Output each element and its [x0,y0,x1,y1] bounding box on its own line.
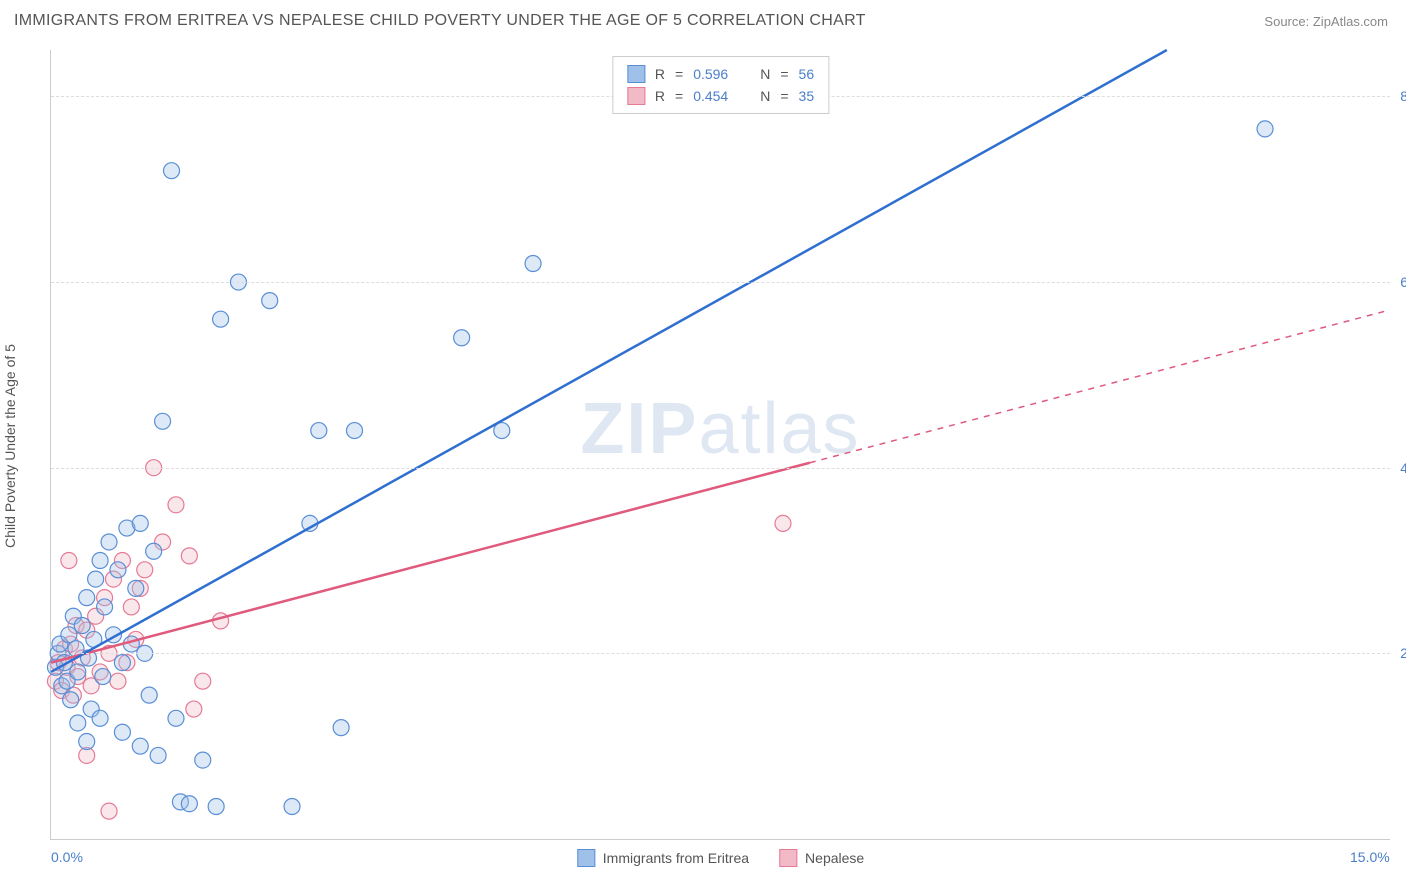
r-value-b: 0.454 [693,88,728,104]
eq2: = [780,66,788,82]
legend-label-a: Immigrants from Eritrea [603,850,749,866]
eq: = [675,66,683,82]
legend-swatch-a [627,65,645,83]
y-tick-label: 80.0% [1392,88,1406,104]
eq2-b: = [780,88,788,104]
legend-correlation: R = 0.596 N = 56 R = 0.454 N = 35 [612,56,829,114]
n-label-b: N [760,88,770,104]
gridline [51,653,1390,654]
gridline [51,282,1390,283]
legend-item-b: Nepalese [779,849,864,867]
n-value-a: 56 [799,66,815,82]
legend-row-b: R = 0.454 N = 35 [627,85,814,107]
legend-swatch-bottom-b [779,849,797,867]
legend-row-a: R = 0.596 N = 56 [627,63,814,85]
gridline [51,468,1390,469]
eq-b: = [675,88,683,104]
legend-swatch-b [627,87,645,105]
source-label: Source: [1264,14,1309,29]
chart-title: IMMIGRANTS FROM ERITREA VS NEPALESE CHIL… [14,12,866,30]
r-label-b: R [655,88,665,104]
legend-label-b: Nepalese [805,850,864,866]
plot-area: ZIPatlas R = 0.596 N = 56 R = 0.454 N = … [50,50,1390,840]
legend-swatch-bottom-a [577,849,595,867]
x-tick-label: 15.0% [1350,849,1390,865]
y-axis-title: Child Poverty Under the Age of 5 [2,344,18,548]
source-name: ZipAtlas.com [1313,14,1388,29]
source-attribution: Source: ZipAtlas.com [1264,14,1388,29]
x-tick-label: 0.0% [51,849,83,865]
y-tick-label: 20.0% [1392,645,1406,661]
y-tick-label: 40.0% [1392,460,1406,476]
r-label: R [655,66,665,82]
y-tick-label: 60.0% [1392,274,1406,290]
legend-series: Immigrants from Eritrea Nepalese [577,849,864,867]
legend-item-a: Immigrants from Eritrea [577,849,749,867]
n-value-b: 35 [799,88,815,104]
plot-svg [51,50,1390,839]
r-value-a: 0.596 [693,66,728,82]
n-label: N [760,66,770,82]
